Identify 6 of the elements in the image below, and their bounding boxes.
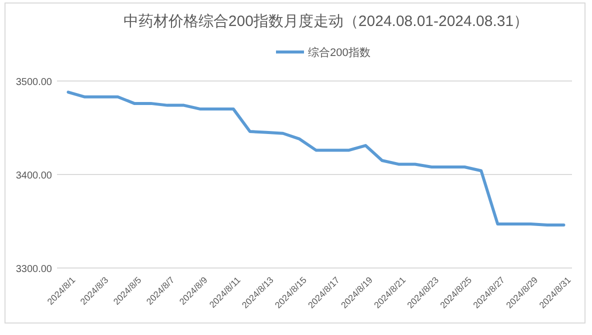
y-tick-label: 3500.00: [16, 77, 52, 88]
chart-title: 中药材价格综合200指数月度走动（2024.08.01-2024.08.31）: [123, 13, 529, 30]
y-tick-label: 3300.00: [16, 264, 52, 275]
y-tick-label: 3400.00: [16, 170, 52, 182]
line-series: [66, 90, 566, 226]
legend-label: 综合200指数: [308, 46, 370, 59]
